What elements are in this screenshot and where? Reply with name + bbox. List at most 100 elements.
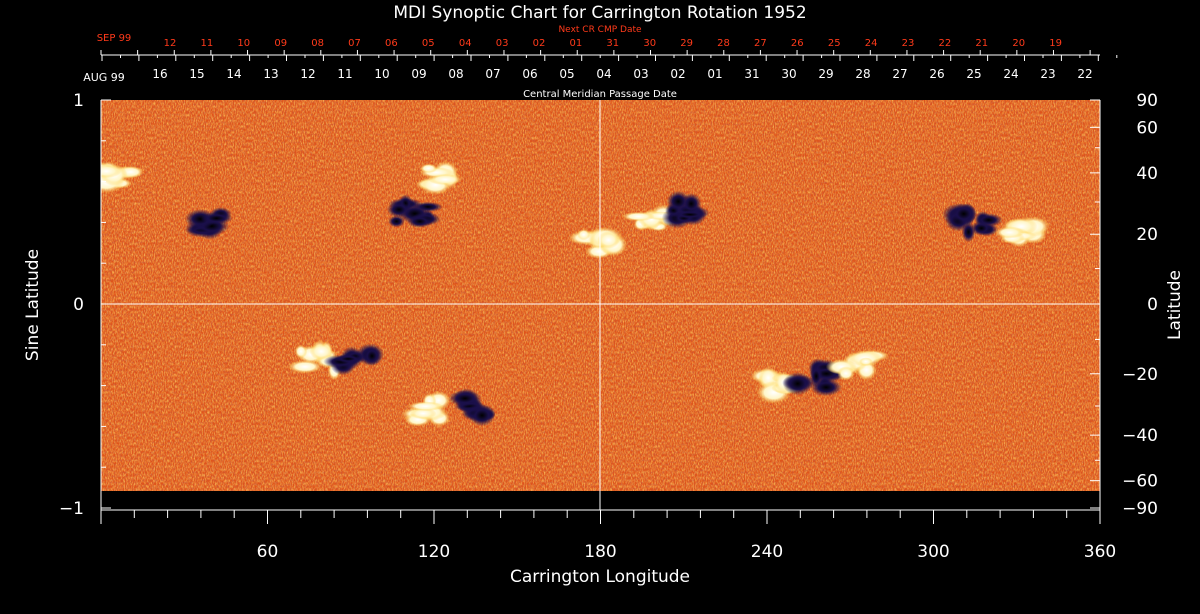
longitude-tick-label: 300: [917, 542, 949, 562]
next-cr-date-label: 19: [1049, 38, 1062, 49]
next-cr-date-label: 27: [754, 38, 767, 49]
longitude-axis: 60 120 180 240 300 360: [100, 510, 1116, 562]
next-cr-date-label: 09: [274, 38, 287, 49]
cmp-date-axis: 16 15 14 13 12 11 10 09 08 07 06 05 04 03 02 01 31 30 29 28…: [101, 55, 1118, 81]
latitude-tick-label: 90: [1136, 91, 1158, 111]
latitude-tick-label: 60: [1136, 118, 1158, 138]
next-cr-date-label: 01: [570, 38, 583, 49]
next-cr-date-label: 02: [533, 38, 546, 49]
sine-tick-label: 1: [73, 91, 84, 111]
negative-flux-patch: [672, 210, 708, 219]
cmp-date-label: 28: [855, 67, 870, 81]
month-bottom: AUG 99: [83, 71, 125, 84]
next-cr-date-label: 21: [975, 38, 988, 49]
cmp-date-label: 24: [1003, 67, 1018, 81]
negative-flux-patch: [386, 201, 412, 218]
next-cr-label: Next CR CMP Date: [558, 25, 642, 35]
cmp-date-label: 31: [744, 67, 759, 81]
cmp-date-label: 03: [633, 67, 648, 81]
cmp-date-label: 27: [892, 67, 907, 81]
negative-flux-patch: [666, 190, 690, 213]
negative-polarity-region: [941, 202, 1003, 243]
positive-flux-patch: [577, 228, 591, 241]
cmp-date-label: 25: [966, 67, 981, 81]
negative-polarity-region: [448, 388, 496, 427]
negative-flux-patch: [334, 354, 363, 363]
next-cr-date-label: 20: [1012, 38, 1025, 49]
negative-polarity-region: [184, 207, 233, 240]
next-cr-date-label: 29: [680, 38, 693, 49]
cmp-date-label: 04: [596, 67, 611, 81]
next-cr-date-label: 04: [459, 38, 472, 49]
negative-polarity-region: [661, 190, 710, 229]
latitude-tick-label: −60: [1122, 472, 1158, 492]
next-cr-date-label: 05: [422, 38, 435, 49]
cmp-date-label: 23: [1040, 67, 1055, 81]
longitude-tick-label: 240: [751, 542, 783, 562]
cmp-date-label: 08: [448, 67, 463, 81]
next-cr-date-label: 07: [348, 38, 361, 49]
month-top: SEP 99: [97, 33, 132, 44]
cmp-date-label: 29: [818, 67, 833, 81]
positive-flux-patch: [859, 357, 873, 366]
right-axis-label: Latitude: [1165, 270, 1185, 340]
cmp-date-label: 09: [411, 67, 426, 81]
cmp-date-label: 26: [929, 67, 944, 81]
cmp-date-label: 10: [374, 67, 389, 81]
chart-title: MDI Synoptic Chart for Carrington Rotati…: [393, 3, 806, 23]
longitude-tick-label: 120: [418, 542, 450, 562]
positive-flux-patch: [407, 401, 444, 412]
next-cr-date-label: 26: [791, 38, 804, 49]
next-cr-date-label: 25: [828, 38, 841, 49]
latitude-tick-label: −20: [1122, 365, 1158, 385]
next-cr-date-label: 31: [606, 38, 619, 49]
next-cr-date-label: 06: [385, 38, 398, 49]
positive-flux-patch: [419, 163, 438, 174]
cmp-date-label: 22: [1077, 67, 1092, 81]
latitude-tick-label: 20: [1136, 225, 1158, 245]
positive-flux-patch: [994, 226, 1025, 239]
positive-flux-patch: [294, 344, 308, 359]
positive-polarity-region: [401, 391, 451, 427]
active-regions: [101, 161, 1050, 427]
positive-flux-patch: [621, 211, 655, 222]
positive-polarity-region: [994, 216, 1050, 248]
next-cr-date-label: 24: [865, 38, 878, 49]
latitude-tick-label: −40: [1122, 426, 1158, 446]
cmp-date-label: 16: [152, 67, 167, 81]
cmp-date-label: 15: [189, 67, 204, 81]
next-cr-date-label: 08: [311, 38, 324, 49]
sine-tick-label: 0: [73, 295, 84, 315]
cmp-date-label: 30: [781, 67, 796, 81]
positive-flux-patch: [309, 343, 333, 360]
negative-flux-patch: [974, 213, 1003, 227]
negative-flux-patch: [362, 345, 382, 366]
sine-latitude-axis: 1 0 −1: [59, 91, 111, 519]
next-cr-date-label: 23: [902, 38, 915, 49]
negative-flux-patch: [810, 378, 842, 397]
latitude-tick-label: 40: [1136, 164, 1158, 184]
next-cr-date-label: 12: [164, 38, 177, 49]
negative-flux-patch: [407, 215, 433, 228]
negative-flux-patch: [388, 215, 405, 228]
next-cr-date-label: 30: [643, 38, 656, 49]
longitude-tick-label: 360: [1084, 542, 1116, 562]
cmp-date-label: 11: [337, 67, 352, 81]
x-axis-label: Carrington Longitude: [510, 567, 690, 587]
longitude-tick-label: 60: [257, 542, 279, 562]
next-cr-date-label: 03: [496, 38, 509, 49]
longitude-tick-label: 180: [584, 542, 616, 562]
latitude-tick-label: −90: [1122, 499, 1158, 519]
negative-flux-patch: [468, 404, 496, 427]
cmp-date-label: 07: [485, 67, 500, 81]
cmp-date-label: 06: [522, 67, 537, 81]
negative-flux-patch: [448, 390, 482, 407]
cmp-label: Central Meridian Passage Date: [523, 89, 677, 100]
latitude-axis: 90 60 40 20 0 −20 −40 −60 −90: [1090, 91, 1158, 519]
negative-flux-patch: [782, 372, 813, 396]
negative-flux-patch: [200, 212, 233, 225]
positive-flux-patch: [101, 164, 122, 178]
magnetogram-map: [101, 100, 1100, 510]
cmp-date-label: 02: [670, 67, 685, 81]
